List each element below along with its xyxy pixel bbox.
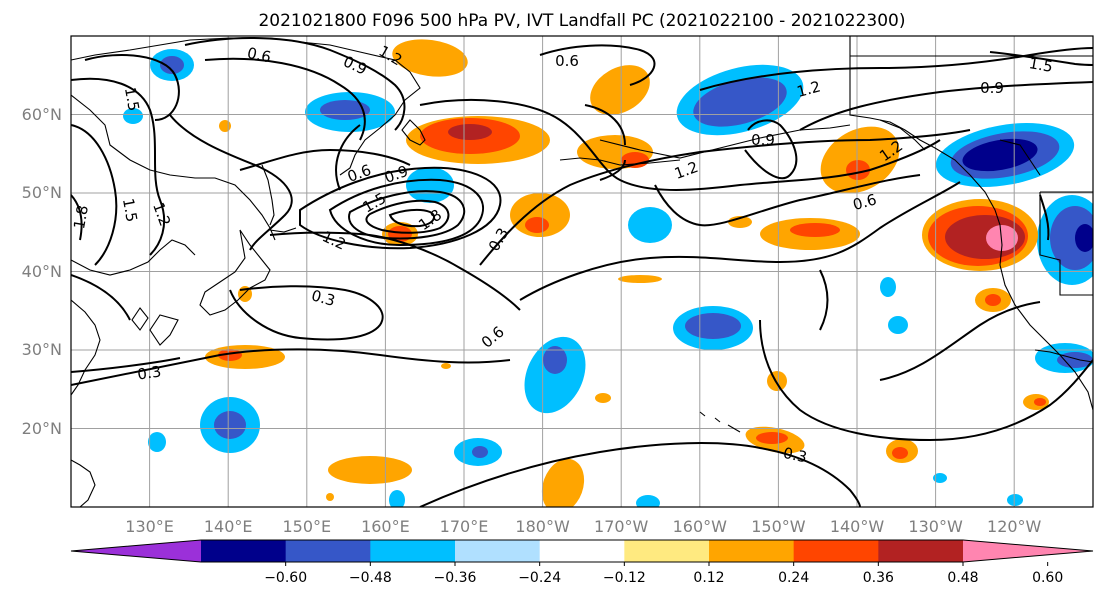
lon-label: 140°E bbox=[204, 517, 253, 536]
longitude-labels: 130°E 140°E 150°E 160°E 170°E 180°W 170°… bbox=[125, 517, 1041, 536]
colorbar-tick-label: −0.36 bbox=[434, 570, 477, 586]
map-title: 2021021800 F096 500 hPa PV, IVT Landfall… bbox=[258, 11, 905, 31]
map-panel: 0.6 0.9 1.2 0.6 1.5 0.9 1.2 1.5 1.8 0.6 … bbox=[70, 35, 1094, 508]
colorbar-extend-low bbox=[71, 540, 201, 562]
lon-label: 160°W bbox=[673, 517, 728, 536]
colorbar-segment bbox=[455, 540, 541, 562]
lon-label: 150°E bbox=[282, 517, 331, 536]
lon-label: 180°W bbox=[515, 517, 570, 536]
lat-label: 60°N bbox=[22, 105, 62, 124]
lon-label: 150°W bbox=[751, 517, 806, 536]
contour-label: 0.3 bbox=[136, 362, 162, 383]
contour-label: 0.9 bbox=[751, 131, 775, 149]
contour-label: 1.8 bbox=[70, 204, 92, 231]
colorbar-segment bbox=[285, 540, 371, 562]
colorbar-tick-label: −0.48 bbox=[349, 570, 392, 586]
lat-label: 30°N bbox=[22, 340, 62, 359]
contour-label: 0.3 bbox=[309, 286, 337, 310]
coastlines bbox=[71, 36, 1093, 507]
colorbar-tick-label: 0.60 bbox=[1032, 570, 1063, 586]
colorbar-segments bbox=[70, 539, 1094, 563]
colorbar-outline bbox=[70, 539, 1094, 563]
lon-label: 170°E bbox=[440, 517, 489, 536]
colorbar-tick-label: 0.12 bbox=[693, 570, 724, 586]
colorbar: −0.60 −0.48 −0.36 −0.24 −0.12 0.12 0.24 0.36 0.4… bbox=[70, 539, 1094, 586]
contour-label: 0.6 bbox=[555, 52, 579, 70]
colorbar-tick-label: 0.36 bbox=[863, 570, 894, 586]
colorbar-extend-high bbox=[963, 540, 1093, 562]
lon-label: 170°W bbox=[594, 517, 649, 536]
graticule bbox=[71, 36, 1093, 507]
pv-contours bbox=[71, 37, 1093, 507]
colorbar-segment bbox=[201, 540, 287, 562]
colorbar-segment bbox=[539, 540, 625, 562]
contour-label: 0.6 bbox=[245, 44, 272, 67]
map-frame bbox=[70, 35, 1094, 508]
colorbar-segment bbox=[709, 540, 795, 562]
colorbar-segment bbox=[624, 540, 710, 562]
colorbar-tick-label: −0.12 bbox=[603, 570, 646, 586]
contour-label: 1.5 bbox=[1028, 54, 1055, 76]
colorbar-segment bbox=[878, 540, 964, 562]
latitude-labels: 60°N 50°N 40°N 30°N 20°N bbox=[22, 105, 62, 438]
colorbar-ticks: −0.60 −0.48 −0.36 −0.24 −0.12 0.12 0.24 0.36 0.4… bbox=[264, 562, 1063, 586]
positive-anomaly-shading bbox=[205, 39, 1049, 507]
colorbar-tick-label: −0.24 bbox=[518, 570, 561, 586]
contour-label: 0.6 bbox=[851, 190, 879, 214]
lat-label: 40°N bbox=[22, 262, 62, 281]
lon-label: 130°W bbox=[908, 517, 963, 536]
contour-label: 1.5 bbox=[119, 197, 141, 224]
colorbar-tick-label: −0.60 bbox=[264, 570, 307, 586]
colorbar-segment bbox=[793, 540, 879, 562]
contour-label: 0.9 bbox=[980, 79, 1004, 97]
lon-label: 120°W bbox=[987, 517, 1042, 536]
lon-label: 130°E bbox=[125, 517, 174, 536]
lon-label: 160°E bbox=[361, 517, 410, 536]
lon-label: 140°W bbox=[830, 517, 885, 536]
colorbar-tick-label: 0.48 bbox=[947, 570, 978, 586]
contour-label: 1.2 bbox=[795, 77, 823, 101]
lat-label: 20°N bbox=[22, 419, 62, 438]
lat-label: 50°N bbox=[22, 183, 62, 202]
contour-label: 1.5 bbox=[121, 86, 143, 113]
colorbar-segment bbox=[370, 540, 456, 562]
contour-label: 0.3 bbox=[781, 444, 808, 467]
colorbar-tick-label: 0.24 bbox=[778, 570, 809, 586]
